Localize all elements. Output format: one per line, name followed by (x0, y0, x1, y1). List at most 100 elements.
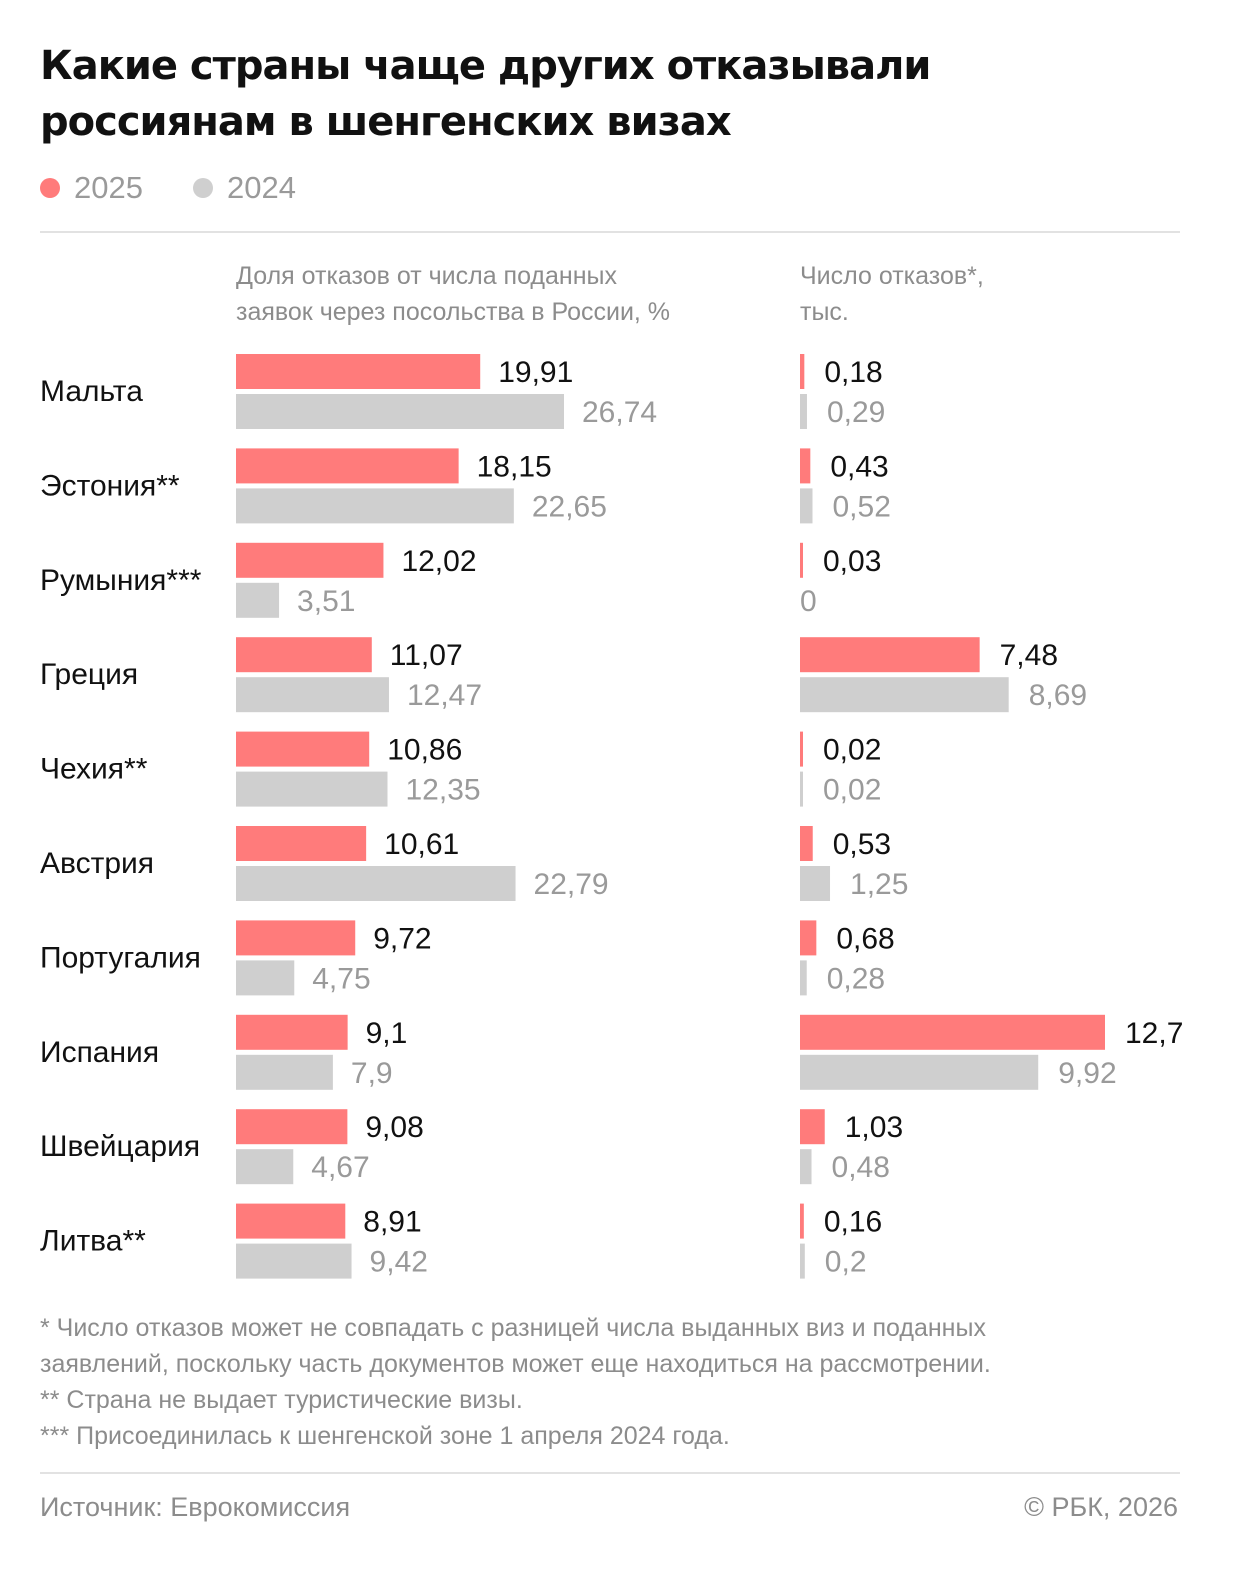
value-label-share-2024: 9,42 (370, 1246, 428, 1279)
value-label-count-2025: 0,16 (824, 1206, 882, 1239)
value-label-share-2025: 9,08 (365, 1111, 423, 1144)
bar-count-2024 (800, 1054, 1039, 1090)
value-label-share-2024: 22,65 (532, 490, 607, 523)
bar-count-2024 (800, 960, 807, 996)
copyright: © РБК, 2026 (1024, 1492, 1178, 1522)
category-label: Литва** (40, 1225, 146, 1258)
value-label-count-2025: 0,18 (824, 356, 882, 389)
footnote-line-2: заявлений, поскольку часть документов мо… (40, 1350, 991, 1378)
value-label-share-2024: 4,75 (312, 962, 370, 995)
category-label: Греция (40, 658, 138, 691)
value-label-share-2024: 7,9 (351, 1057, 393, 1090)
source-note: Источник: Еврокомиссия (40, 1492, 351, 1522)
bar-share-2025 (236, 1109, 348, 1145)
category-label: Швейцария (40, 1130, 200, 1163)
value-label-share-2025: 9,72 (373, 922, 431, 955)
bar-count-2024 (800, 771, 803, 807)
value-label-share-2025: 10,86 (387, 734, 462, 767)
bar-share-2025 (236, 542, 384, 578)
value-label-share-2025: 8,91 (363, 1206, 421, 1239)
bar-share-2025 (236, 637, 372, 673)
value-label-share-2025: 11,07 (390, 639, 463, 672)
value-label-share-2024: 3,51 (297, 585, 355, 618)
title-line-2: россиянам в шенгенских визах (40, 99, 732, 145)
value-label-count-2024: 0,48 (832, 1151, 890, 1184)
value-label-share-2025: 12,02 (401, 545, 476, 578)
value-label-count-2025: 0,02 (823, 734, 881, 767)
bar-share-2024 (236, 771, 388, 807)
value-label-count-2024: 0,2 (825, 1246, 867, 1279)
footnote-line-4: *** Присоединилась к шенгенской зоне 1 а… (40, 1422, 730, 1450)
value-label-count-2025: 7,48 (1000, 639, 1058, 672)
bar-share-2025 (236, 448, 459, 484)
left-column-title: Доля отказов от числа поданных заявок че… (236, 258, 670, 330)
right-column-title-line-2: тыс. (800, 298, 849, 326)
category-label: Португалия (40, 941, 201, 974)
category-label: Испания (40, 1036, 159, 1069)
value-label-count-2025: 0,03 (823, 545, 881, 578)
chart-title: Какие страны чаще других отказывали росс… (40, 38, 1200, 150)
bar-share-2024 (236, 1054, 333, 1090)
value-label-share-2025: 18,15 (477, 450, 552, 483)
bar-share-2025 (236, 920, 356, 956)
legend-item-2025: 2025 (40, 170, 143, 206)
value-label-count-2024: 0,52 (832, 490, 890, 523)
bar-count-2024 (800, 866, 831, 901)
bar-share-2024 (236, 394, 564, 429)
bar-count-2025 (800, 448, 811, 484)
bottom-divider (40, 1472, 1180, 1474)
value-label-count-2025: 0,53 (833, 828, 891, 861)
value-label-share-2024: 22,79 (534, 868, 609, 901)
bar-share-2024 (236, 1149, 294, 1185)
legend: 2025 2024 (40, 168, 346, 208)
value-label-count-2024: 0,28 (827, 962, 885, 995)
bar-count-2024 (800, 677, 1009, 713)
right-column-title: Число отказов*, тыс. (800, 258, 984, 330)
bar-share-2025 (236, 1203, 346, 1239)
right-column-title-line-1: Число отказов*, (800, 262, 984, 290)
bar-share-2024 (236, 866, 516, 901)
bar-share-2025 (236, 354, 481, 389)
bar-count-2024 (800, 394, 807, 429)
bar-chart: Мальта 19,91 26,74 0,18 0,29 Эстония** 18,15 22… (40, 354, 1183, 1279)
left-column-title-line-1: Доля отказов от числа поданных (236, 262, 618, 290)
bar-count-2025 (800, 731, 803, 767)
value-label-share-2024: 4,67 (311, 1151, 369, 1184)
value-label-count-2025: 12,7 (1125, 1017, 1183, 1050)
value-label-count-2025: 0,68 (836, 922, 894, 955)
legend-label-2024: 2024 (226, 170, 296, 205)
bar-count-2024 (800, 488, 813, 524)
bar-share-2024 (236, 582, 280, 618)
legend-dot-2024-icon (192, 178, 213, 198)
bar-count-2025 (800, 354, 805, 389)
top-divider (40, 231, 1180, 233)
bar-share-2024 (236, 677, 389, 713)
bar-count-2024 (800, 1243, 805, 1279)
bar-count-2025 (800, 920, 817, 956)
title-line-1: Какие страны чаще других отказывали (40, 43, 931, 89)
bar-share-2024 (236, 960, 295, 996)
bar-count-2025 (800, 637, 980, 673)
footnote-line-3: ** Страна не выдает туристические визы. (40, 1386, 523, 1414)
category-label: Чехия** (40, 753, 148, 786)
category-label: Эстония** (40, 469, 180, 502)
bar-count-2025 (800, 826, 813, 861)
left-column-title-line-2: заявок через посольства в России, % (236, 298, 671, 326)
value-label-count-2024: 8,69 (1029, 679, 1087, 712)
category-label: Мальта (40, 375, 143, 408)
legend-item-2024: 2024 (192, 170, 296, 206)
bar-share-2025 (236, 826, 367, 861)
value-label-count-2024: 1,25 (850, 868, 908, 901)
footnote-line-1: * Число отказов может не совпадать с раз… (40, 1314, 986, 1342)
bar-share-2024 (236, 1243, 352, 1279)
value-label-share-2025: 10,61 (384, 828, 459, 861)
legend-dot-2025-icon (40, 178, 60, 198)
bar-share-2025 (236, 731, 370, 767)
bar-count-2025 (800, 542, 803, 578)
value-label-share-2024: 12,35 (405, 774, 480, 807)
value-label-count-2024: 0 (800, 585, 817, 618)
value-label-share-2025: 9,1 (366, 1017, 408, 1050)
bar-count-2025 (800, 1109, 825, 1145)
bar-count-2024 (800, 1149, 812, 1185)
value-label-share-2024: 12,47 (407, 679, 482, 712)
